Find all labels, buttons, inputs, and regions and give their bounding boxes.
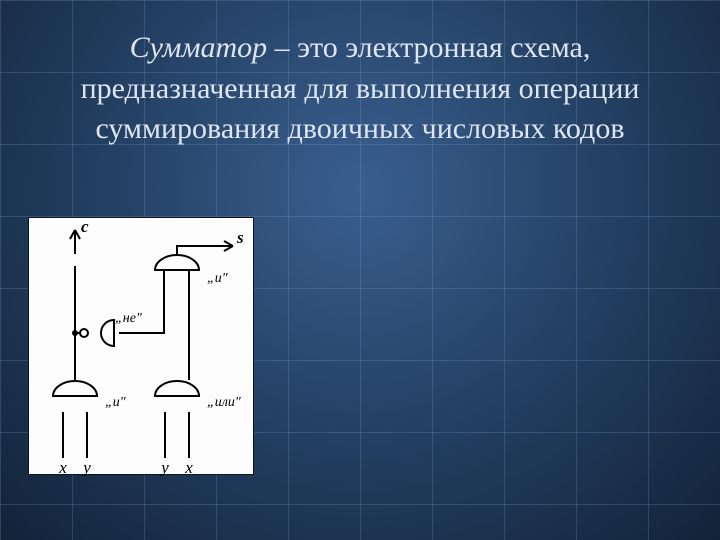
circuit-svg: „и"„не"„и"„или"csxyyx	[29, 218, 255, 476]
term: Сумматор	[130, 31, 268, 64]
svg-text:x: x	[184, 458, 193, 476]
svg-text:x: x	[58, 458, 67, 476]
svg-text:s: s	[236, 228, 244, 247]
svg-text:„и": „и"	[207, 271, 228, 286]
definition-text: Сумматор – это электронная схема, предна…	[0, 0, 720, 150]
svg-text:c: c	[81, 218, 89, 236]
circuit-diagram: „и"„не"„и"„или"csxyyx	[28, 217, 254, 475]
svg-text:„не": „не"	[115, 311, 142, 326]
svg-text:y: y	[81, 458, 91, 476]
svg-text:y: y	[159, 458, 169, 476]
svg-text:„или": „или"	[207, 395, 241, 410]
svg-text:„и": „и"	[105, 395, 126, 410]
